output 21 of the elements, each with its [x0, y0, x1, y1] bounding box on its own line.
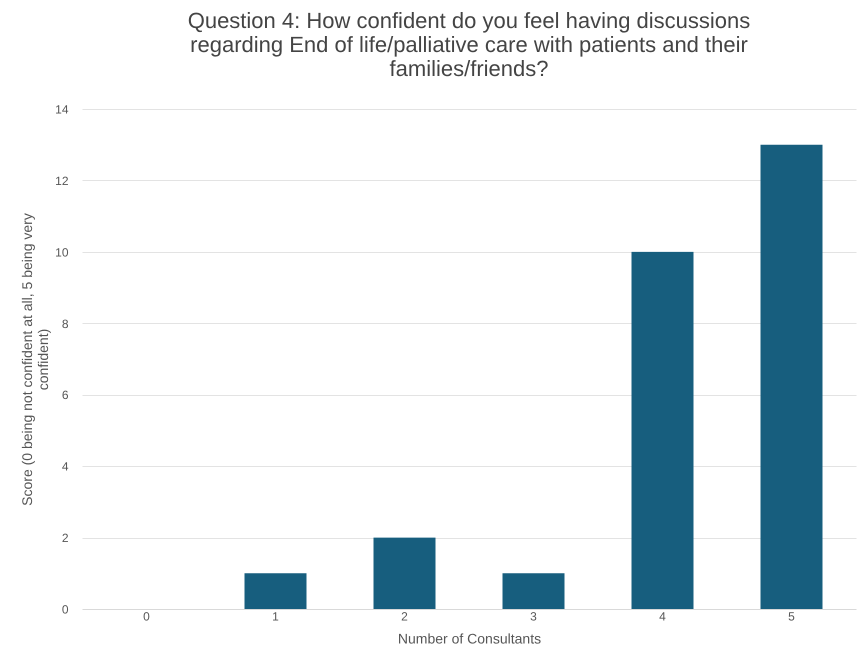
x-tick-label: 5	[788, 610, 796, 624]
y-tick-label: 6	[62, 388, 69, 402]
x-tick-label: 0	[143, 610, 150, 624]
bar	[374, 538, 436, 609]
chart-title: Question 4: How confident do you feel having discussions regarding End of life/palliative care with patients and their families/friends?	[188, 8, 750, 81]
y-tick-label: 14	[55, 102, 69, 116]
x-tick-label: 3	[530, 610, 538, 624]
y-tick-label: 8	[62, 316, 69, 331]
x-tick-label: 1	[272, 610, 280, 624]
x-axis-title: Number of Consultants	[398, 630, 542, 646]
y-tick-label: 10	[55, 245, 69, 260]
y-tick-label: 2	[62, 531, 69, 546]
x-tick-label: 2	[401, 610, 408, 624]
bar	[632, 252, 694, 609]
y-tick-label: 4	[62, 460, 69, 474]
y-tick-label: 12	[55, 174, 69, 188]
x-tick-label: 4	[659, 610, 666, 624]
y-axis-title: Score (0 being not confident at all, 5 being very confident)	[19, 213, 52, 506]
bar	[244, 573, 306, 609]
bar	[760, 144, 822, 609]
bar	[502, 573, 564, 609]
